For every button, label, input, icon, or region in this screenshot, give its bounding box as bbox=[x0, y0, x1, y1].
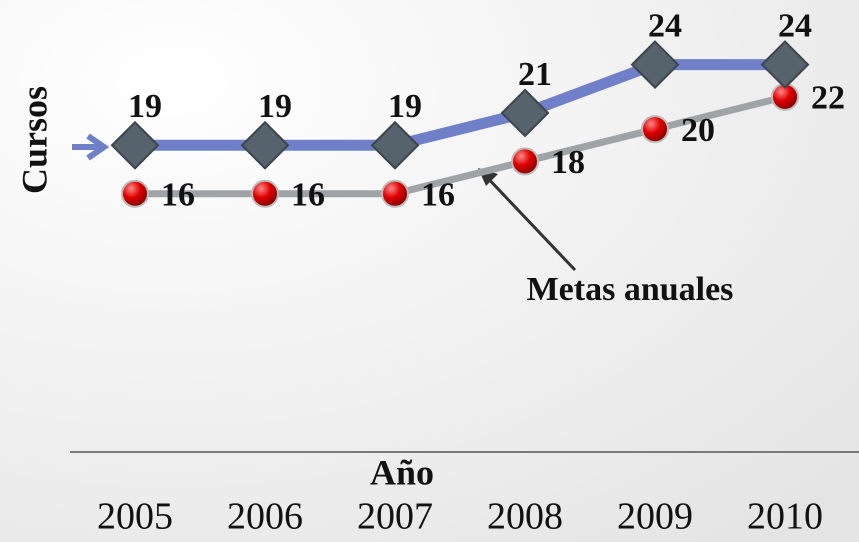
diamond-marker bbox=[110, 120, 160, 170]
diamond-marker bbox=[760, 40, 810, 89]
data-label: 19 bbox=[258, 88, 292, 125]
x-tick-label: 2009 bbox=[617, 496, 693, 538]
x-tick-label: 2010 bbox=[747, 496, 823, 538]
data-label: 16 bbox=[161, 177, 195, 214]
diamond-marker bbox=[500, 88, 550, 138]
circle-marker bbox=[121, 179, 149, 208]
circle-marker bbox=[641, 115, 669, 144]
data-label: 16 bbox=[291, 177, 325, 214]
data-label: 24 bbox=[778, 7, 812, 44]
x-tick-label: 2008 bbox=[487, 496, 563, 538]
data-label: 16 bbox=[421, 177, 455, 214]
data-label: 20 bbox=[681, 112, 715, 149]
data-label: 18 bbox=[551, 144, 585, 181]
data-label: 19 bbox=[128, 88, 162, 125]
data-label: 24 bbox=[648, 7, 682, 44]
diamond-marker bbox=[370, 120, 420, 170]
series-line bbox=[135, 93, 786, 198]
y-axis-label: Cursos bbox=[14, 86, 54, 194]
diamond-marker bbox=[630, 40, 680, 89]
circle-marker bbox=[511, 147, 539, 176]
data-label: 21 bbox=[518, 56, 552, 93]
annotation-arrow bbox=[480, 170, 577, 272]
pointer-arrow bbox=[72, 133, 110, 161]
data-label: 19 bbox=[388, 88, 422, 125]
annotation: Metas anuales bbox=[527, 271, 734, 308]
x-tick-label: 2007 bbox=[357, 496, 433, 538]
circle-marker bbox=[251, 179, 279, 208]
data-label: 22 bbox=[811, 80, 845, 117]
x-tick-label: 2005 bbox=[97, 496, 173, 538]
circle-marker bbox=[381, 179, 409, 208]
diamond-marker bbox=[240, 120, 290, 170]
x-axis-label: Año bbox=[370, 452, 434, 492]
x-tick-label: 2006 bbox=[227, 496, 303, 538]
